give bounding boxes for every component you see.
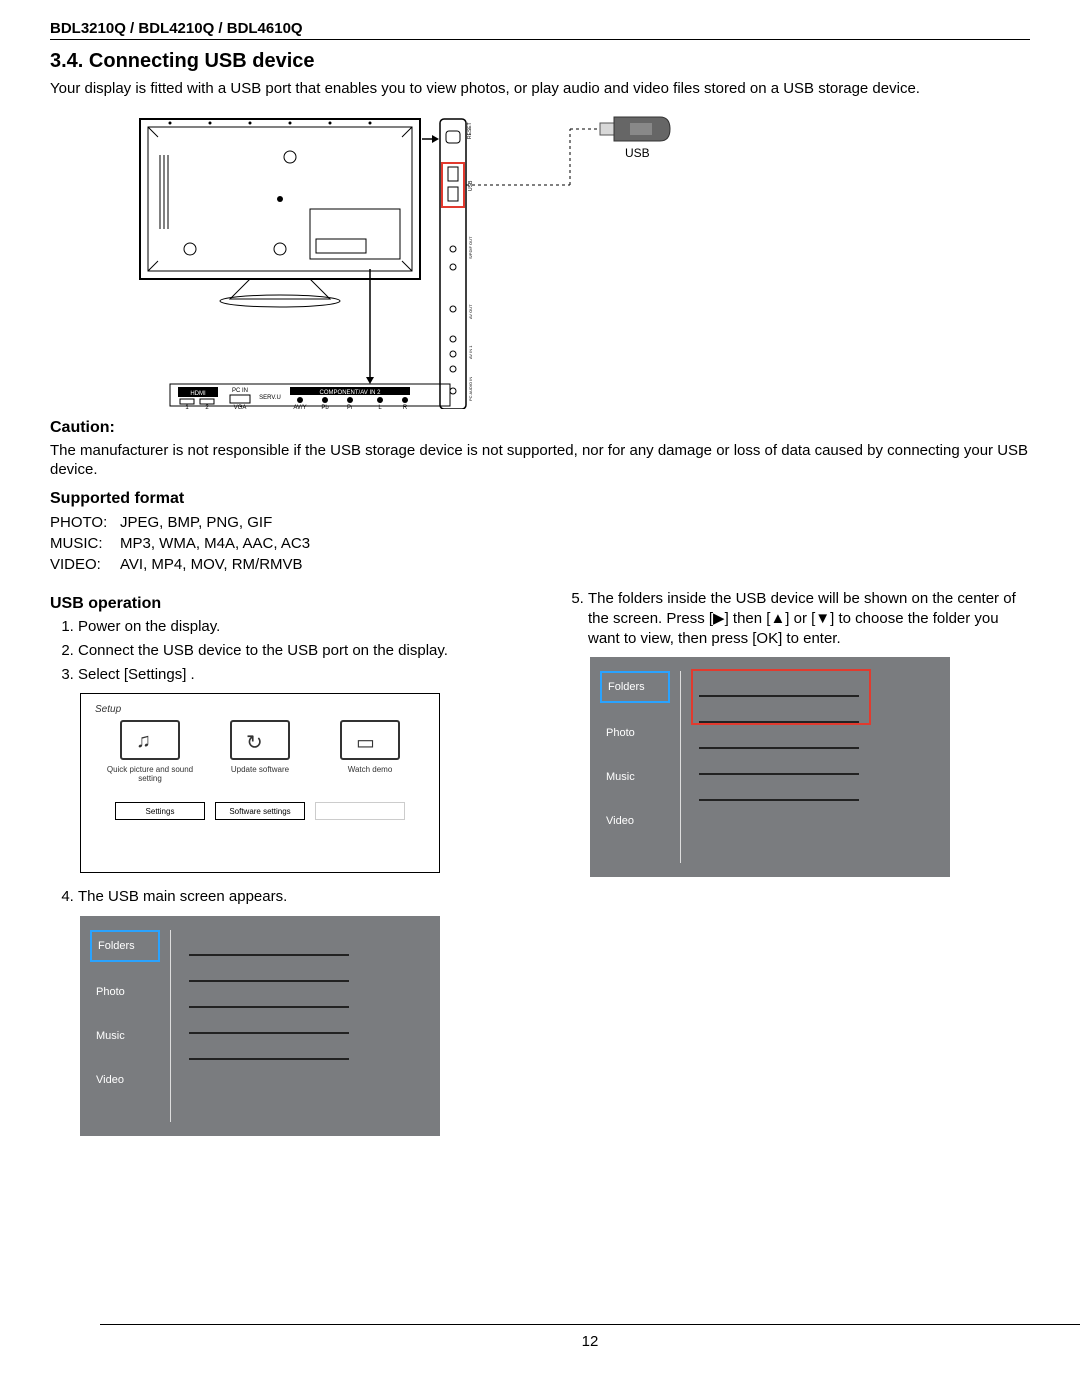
setup-btn-software: Software settings [215,802,305,820]
screen-icon: ▭ [356,730,375,755]
step-1: Power on the display. [78,617,520,637]
steps-list-right: The folders inside the USB device will b… [560,589,1030,650]
usb-item-video-2: Video [600,807,670,835]
step-5: The folders inside the USB device will b… [588,589,1030,650]
usb-item-folders: Folders [90,930,160,962]
step-4: The USB main screen appears. [78,887,520,907]
usb-item-folders-2: Folders [600,671,670,703]
usb-item-photo: Photo [90,978,160,1006]
svg-text:Pb: Pb [321,405,329,409]
usb-main-screen-figure: Folders Photo Music Video [80,916,440,1136]
svg-text:PC IN: PC IN [232,388,248,394]
left-column: USB operation Power on the display. Conn… [50,585,520,1150]
svg-text:USB: USB [468,180,474,191]
caution-heading: Caution: [50,419,1030,437]
setup-label: Setup [95,704,121,715]
setup-btn-settings: Settings [115,802,205,820]
section-title: 3.4. Connecting USB device [50,50,1030,73]
music-note-icon: ♫ [136,730,151,753]
usb-sidebar-2: Folders Photo Music Video [590,657,680,877]
setup-icon-update: ↻ Update software [215,720,305,784]
step-3: Select [Settings] . [78,665,520,685]
svg-text:RESET: RESET [467,122,473,139]
page-number: 12 [582,1333,599,1350]
supported-heading: Supported format [50,490,1030,508]
setup-screen-figure: Setup ♫ Quick picture and sound setting … [80,693,440,873]
usb-sidebar: Folders Photo Music Video [80,916,170,1136]
steps-list-left: Power on the display. Connect the USB de… [50,617,520,686]
format-row-photo: PHOTO:JPEG, BMP, PNG, GIF [50,512,1030,533]
setup-icon-demo: ▭ Watch demo [325,720,415,784]
usb-content-2 [681,657,950,877]
svg-text:S/PDIF OUT: S/PDIF OUT [468,235,473,258]
section-intro: Your display is fitted with a USB port t… [50,79,1030,99]
svg-text:R: R [403,405,408,409]
svg-text:AV IN 1: AV IN 1 [468,344,473,358]
svg-text:VGA: VGA [234,405,247,409]
svg-text:SERV.U: SERV.U [259,395,281,401]
format-row-video: VIDEO:AVI, MP4, MOV, RM/RMVB [50,554,1030,575]
header-model-line: BDL3210Q / BDL4210Q / BDL4610Q [50,20,1030,40]
svg-text:COMPONENT/AV IN 2: COMPONENT/AV IN 2 [320,390,382,396]
setup-btn-empty [315,802,405,820]
usb-item-music-2: Music [600,763,670,791]
page-footer: 12 [100,1324,1080,1350]
svg-text:PC AUDIO IN: PC AUDIO IN [468,376,473,400]
usb-label: USB [625,146,650,160]
connection-diagram: HDMI 1 2 PC INVGA SERV.U COMPONENT/AV IN… [130,109,730,409]
usb-item-music: Music [90,1022,160,1050]
svg-text:Pr: Pr [347,405,353,409]
svg-text:AV/Y: AV/Y [293,405,306,409]
refresh-icon: ↻ [246,730,263,755]
usb-item-video: Video [90,1066,160,1094]
step-2: Connect the USB device to the USB port o… [78,641,520,661]
format-row-music: MUSIC:MP3, WMA, M4A, AAC, AC3 [50,533,1030,554]
right-column: The folders inside the USB device will b… [560,585,1030,1150]
usb-red-highlight [691,669,871,725]
steps-list-left-2: The USB main screen appears. [50,887,520,907]
usb-operation-heading: USB operation [50,595,520,613]
usb-content [171,916,440,1136]
usb-item-photo-2: Photo [600,719,670,747]
svg-text:HDMI: HDMI [190,391,206,397]
setup-icon-quick: ♫ Quick picture and sound setting [105,720,195,784]
usb-folders-screen-figure: Folders Photo Music Video [590,657,950,877]
svg-text:AV OUT: AV OUT [468,303,473,318]
caution-text: The manufacturer is not responsible if t… [50,441,1030,480]
